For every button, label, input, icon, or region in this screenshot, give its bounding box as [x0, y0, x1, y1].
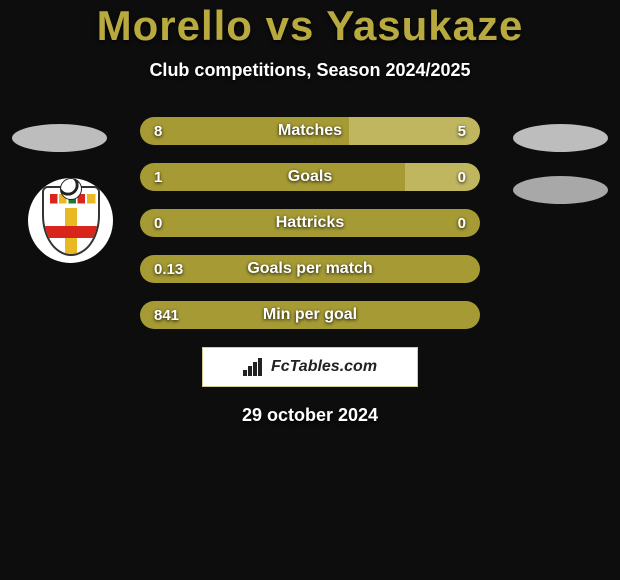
stat-label: Hattricks — [200, 214, 420, 232]
header: Morello vs Yasukaze Club competitions, S… — [0, 0, 620, 81]
stat-label: Min per goal — [200, 306, 420, 324]
stat-value-left: 8 — [154, 123, 200, 140]
bar-chart-icon — [243, 358, 265, 376]
page-title: Morello vs Yasukaze — [0, 2, 620, 50]
stat-label: Goals — [200, 168, 420, 186]
left-player-placeholder — [12, 124, 107, 152]
stat-value-right: 0 — [420, 215, 466, 232]
stat-label: Goals per match — [200, 260, 420, 278]
right-player-placeholder-2 — [513, 176, 608, 204]
stat-value-left: 1 — [154, 169, 200, 186]
club-crest — [28, 178, 113, 263]
stat-row: 0Hattricks0 — [140, 209, 480, 237]
stat-value-left: 0.13 — [154, 261, 200, 278]
subtitle: Club competitions, Season 2024/2025 — [0, 60, 620, 81]
stat-row: 841Min per goal — [140, 301, 480, 329]
brand-box[interactable]: FcTables.com — [202, 347, 418, 387]
stat-value-left: 841 — [154, 307, 200, 324]
brand-text: FcTables.com — [271, 358, 377, 376]
date-label: 29 october 2024 — [0, 405, 620, 426]
stat-row: 8Matches5 — [140, 117, 480, 145]
right-player-placeholder-1 — [513, 124, 608, 152]
stat-row: 0.13Goals per match — [140, 255, 480, 283]
stats-bars: 8Matches51Goals00Hattricks00.13Goals per… — [140, 117, 480, 329]
stat-label: Matches — [200, 122, 420, 140]
ball-icon — [60, 178, 82, 200]
stat-value-left: 0 — [154, 215, 200, 232]
stat-row: 1Goals0 — [140, 163, 480, 191]
stat-value-right: 5 — [420, 123, 466, 140]
crest-shield — [42, 186, 100, 256]
stat-value-right: 0 — [420, 169, 466, 186]
